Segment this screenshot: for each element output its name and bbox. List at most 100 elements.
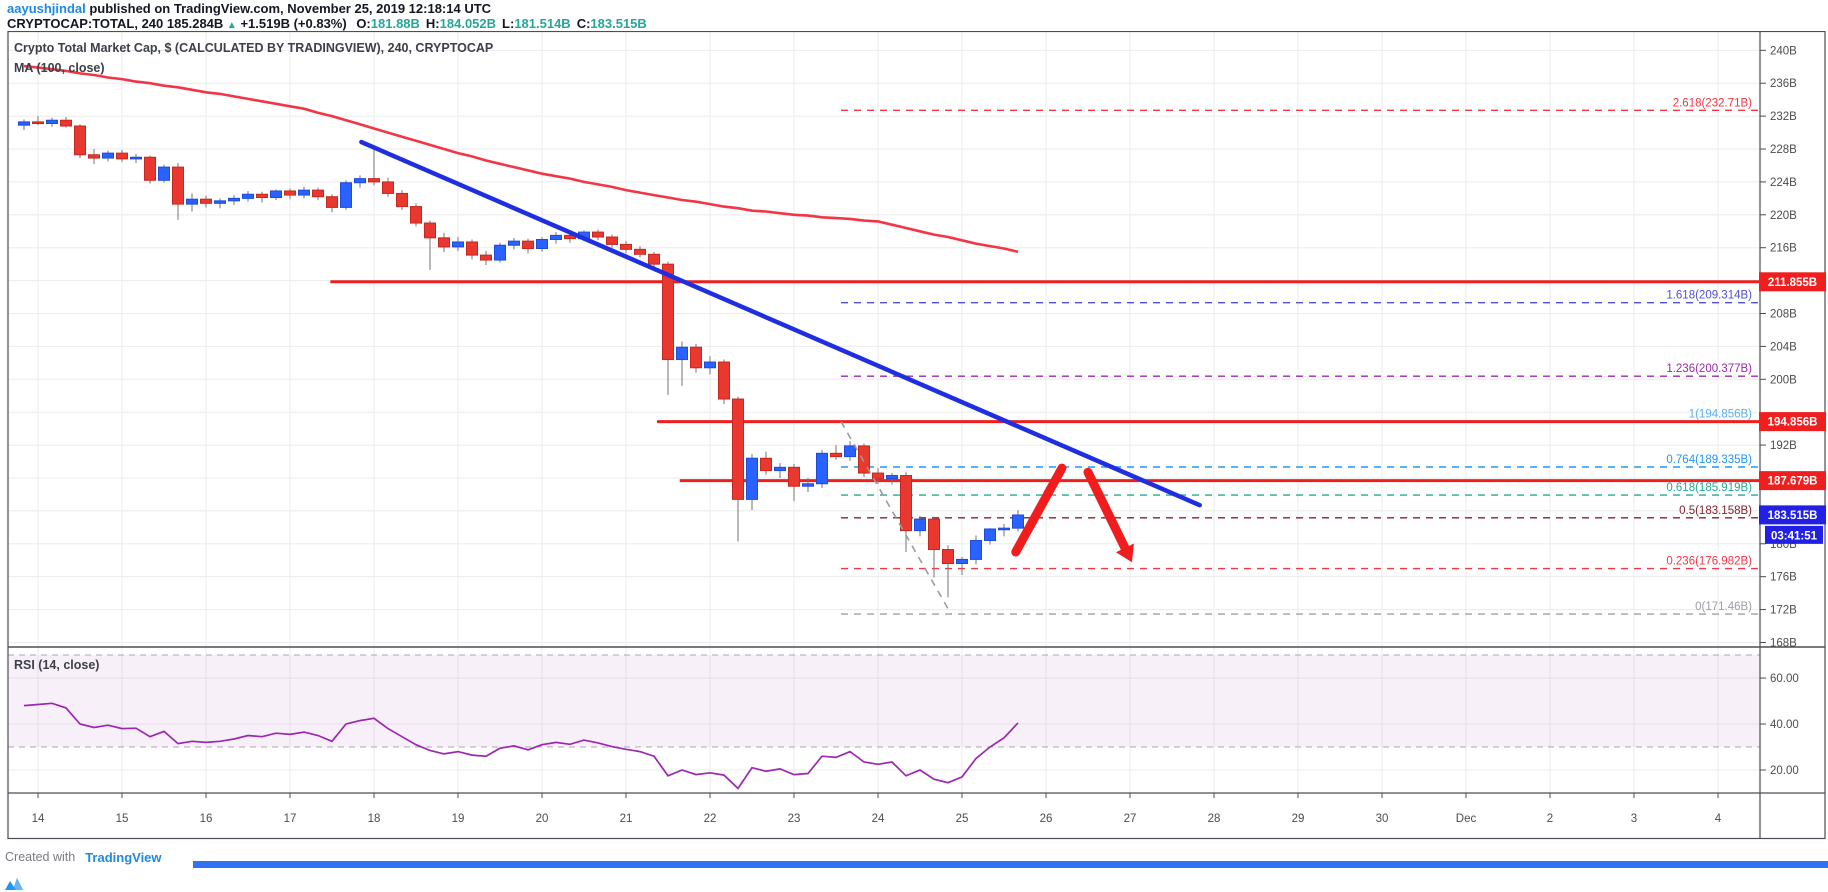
time-tick-label: 14 xyxy=(32,813,45,825)
fib-label: 1.236(200.377B) xyxy=(1666,363,1752,375)
candle-up xyxy=(46,119,58,125)
last-price: 185.284B xyxy=(166,16,224,31)
price-tag xyxy=(1759,272,1826,292)
candle-down xyxy=(116,152,128,160)
candle-down xyxy=(172,166,184,205)
panel-frame xyxy=(7,31,1826,840)
fib-label: 0.236(176.982B) xyxy=(1666,556,1752,568)
time-tick-label: 21 xyxy=(620,813,633,825)
candle-down xyxy=(718,361,730,400)
ohlc-key: C: xyxy=(576,16,591,31)
candle-up xyxy=(984,528,996,541)
rsi-path xyxy=(23,702,1019,790)
candle-down xyxy=(606,236,618,245)
ohlc-key: O: xyxy=(356,16,371,31)
price-tick-label: 204B xyxy=(1770,341,1797,353)
fib-label: 2.618(232.71B) xyxy=(1673,97,1752,109)
time-tick-label: 15 xyxy=(116,813,129,825)
candle-down xyxy=(382,181,394,194)
candle-up xyxy=(494,244,506,261)
created-with-text: Created with xyxy=(5,850,76,864)
candle-down xyxy=(256,193,268,199)
candle-up xyxy=(1012,514,1024,529)
rsi-band xyxy=(8,654,1760,748)
candle-up xyxy=(774,466,786,472)
price-tick-label: 176B xyxy=(1770,572,1797,584)
tradingview-link[interactable]: TradingView xyxy=(85,849,162,865)
author-link[interactable]: aayushjindal xyxy=(7,1,86,16)
outer-frame xyxy=(7,31,1826,840)
candle-up xyxy=(298,189,310,196)
axis-labels[interactable]: 240B 236B 232B 228B 224B 220B 216B 208B 204B 200B… xyxy=(32,45,1799,825)
candle-up xyxy=(102,152,114,159)
countdown-tag xyxy=(1765,525,1823,544)
candle-up xyxy=(536,238,548,250)
candle-up xyxy=(816,452,828,485)
candle-down xyxy=(900,475,912,532)
time-tick-label: Dec xyxy=(1456,813,1477,825)
candle-down xyxy=(466,241,478,256)
ma-label[interactable]: MA (100, close) xyxy=(14,61,105,75)
ohlc-key: H: xyxy=(425,16,440,31)
candle-down xyxy=(620,243,632,250)
candle-down xyxy=(60,119,72,127)
price-tick-label: 220B xyxy=(1770,210,1797,222)
candle-up xyxy=(998,527,1010,531)
candle-down xyxy=(424,222,436,239)
rsi-line[interactable] xyxy=(23,702,1019,790)
time-tick-label: 30 xyxy=(1376,813,1389,825)
candle-up xyxy=(130,156,142,160)
price-tags: 211.855B 194.856B 187.679B 183.515B 03:41:51 xyxy=(1759,272,1826,544)
candle-up xyxy=(18,121,30,126)
footer: Created with TradingView xyxy=(5,846,162,890)
fib-label: 0.618(185.919B) xyxy=(1666,482,1752,494)
ohlc-key: L: xyxy=(502,16,515,31)
candle-up xyxy=(186,198,198,205)
tradingview-logo-icon[interactable] xyxy=(5,877,23,892)
hand-drawings[interactable] xyxy=(359,139,1202,615)
symbol-name[interactable]: CRYPTOCAP:TOTAL, 240 xyxy=(7,16,164,31)
time-tick-label: 23 xyxy=(788,813,801,825)
ohlc-values: O:181.88B H:184.052B L:181.514B C:183.515B xyxy=(350,16,647,31)
time-tick-label: 27 xyxy=(1124,813,1137,825)
candle-down xyxy=(368,178,380,183)
candle-up xyxy=(452,241,464,248)
price-tag-label: 194.856B xyxy=(1768,417,1818,429)
price-tick-label: 192B xyxy=(1770,440,1797,452)
ma-100-line[interactable] xyxy=(23,64,1019,254)
arrowhead xyxy=(1115,543,1134,563)
candle-down xyxy=(284,190,296,196)
candle-up xyxy=(508,240,520,246)
time-tick-label: 19 xyxy=(452,813,465,825)
candle-down xyxy=(144,156,156,181)
price-tag xyxy=(1759,471,1826,491)
time-tick-label: 3 xyxy=(1631,813,1637,825)
resistance-lines[interactable] xyxy=(330,280,1760,483)
fib-retracement-lines[interactable]: 2.618(232.71B) 1.618(209.314B) 1.236(200.3… xyxy=(841,97,1760,615)
candle-down xyxy=(732,398,744,500)
price-tick-label: 168B xyxy=(1770,637,1797,649)
time-tick-label: 24 xyxy=(872,813,885,825)
time-tick-label: 18 xyxy=(368,813,381,825)
candle-down xyxy=(760,457,772,472)
ma-path xyxy=(23,64,1019,254)
candle-down xyxy=(32,121,44,125)
chart-title: Crypto Total Market Cap, $ (CALCULATED B… xyxy=(14,41,493,55)
price-tick-label: 224B xyxy=(1770,177,1797,189)
time-tick-label: 20 xyxy=(536,813,549,825)
rsi-label[interactable]: RSI (14, close) xyxy=(14,658,99,672)
candle-down xyxy=(396,192,408,208)
time-tick-label: 29 xyxy=(1292,813,1305,825)
price-tick-label: 172B xyxy=(1770,605,1797,617)
publish-line: aayushjindal published on TradingView.co… xyxy=(7,1,647,16)
rsi-tick-label: 40.00 xyxy=(1770,719,1799,731)
rsi-band-fill xyxy=(8,655,1760,748)
candles[interactable] xyxy=(18,116,1024,598)
chart-svg[interactable]: 2.618(232.71B) 1.618(209.314B) 1.236(200.3… xyxy=(0,31,1828,845)
candle-down xyxy=(928,518,940,551)
price-tick-label: 236B xyxy=(1770,78,1797,90)
candle-down xyxy=(88,154,100,159)
ohlc-value: 183.515B xyxy=(590,16,647,31)
rsi-tick-label: 20.00 xyxy=(1770,765,1799,777)
candle-up xyxy=(676,346,688,361)
